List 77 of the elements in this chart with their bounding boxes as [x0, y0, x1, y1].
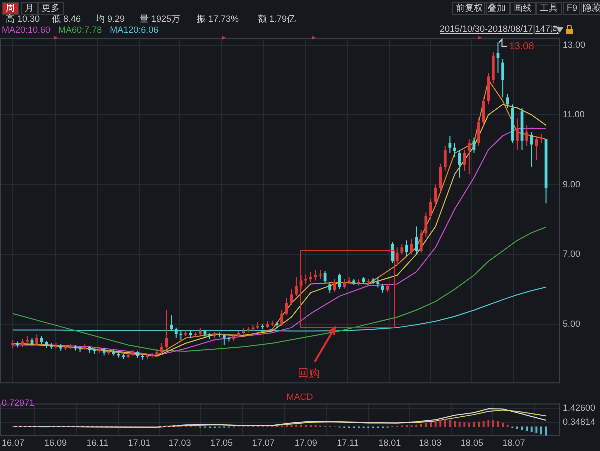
- annotation: 回购: [298, 368, 320, 380]
- candlestick: [482, 97, 486, 126]
- text: 额 1.79亿: [258, 14, 296, 25]
- x-tick-label: 17.09: [294, 438, 318, 448]
- candlestick: [406, 240, 408, 257]
- candlestick: [415, 226, 418, 256]
- x-tick-label: 18.05: [460, 438, 484, 448]
- candlestick: [222, 334, 226, 346]
- candlestick: [454, 142, 456, 158]
- candlestick: [391, 242, 394, 264]
- candlestick: [468, 139, 471, 175]
- text: MA120:6.06: [110, 25, 159, 35]
- y-tick-label: 1.42600: [563, 403, 596, 414]
- annotation: 0.72971: [2, 398, 35, 409]
- text: MA60:7.78: [58, 25, 102, 35]
- text: 均 9.29: [96, 14, 126, 25]
- candlestick: [420, 230, 423, 254]
- candlestick: [328, 282, 332, 294]
- candlestick: [530, 132, 534, 168]
- text: MA20:10.60: [2, 25, 51, 35]
- candlestick: [396, 247, 399, 266]
- y-tick-label: 5.00: [563, 318, 581, 329]
- x-tick-label: 17.01: [128, 438, 151, 448]
- candlestick: [400, 244, 404, 256]
- candlestick: [478, 118, 480, 147]
- text: 高 10.30: [6, 14, 40, 25]
- x-tick-label: 17.11: [337, 438, 359, 448]
- text: 工具: [536, 2, 562, 15]
- text: 振 17.73%: [197, 14, 240, 25]
- x-tick-label: 18.07: [502, 438, 526, 448]
- candlestick: [36, 334, 38, 346]
- x-tick-label: 17.03: [168, 438, 192, 448]
- y-tick-label: 9.00: [563, 179, 581, 190]
- candlestick: [343, 278, 346, 290]
- candlestick: [463, 149, 466, 172]
- chart-title: MACD: [286, 392, 314, 402]
- candlestick: [314, 270, 318, 282]
- candlestick: [526, 125, 528, 147]
- text: 叠加: [484, 2, 510, 15]
- candlestick: [424, 212, 428, 238]
- candlestick: [444, 146, 447, 172]
- candlestick: [502, 58, 504, 98]
- candlestick: [309, 272, 312, 283]
- x-tick-label: 18.03: [419, 438, 442, 448]
- text: 更多: [38, 2, 64, 15]
- candlestick: [170, 315, 174, 332]
- candlestick: [290, 288, 294, 306]
- x-tick-label: 17.07: [252, 438, 275, 448]
- candlestick: [160, 343, 164, 354]
- candlestick: [535, 136, 538, 161]
- x-tick-label: 18.01: [378, 438, 402, 448]
- y-tick-label: 0.34814: [563, 417, 596, 428]
- text: 月: [21, 2, 38, 15]
- x-tick-label: 16.09: [44, 438, 68, 448]
- text: 量 1925万: [140, 14, 181, 25]
- candlestick: [439, 163, 442, 192]
- candlestick: [280, 310, 284, 327]
- annotation: 13.08: [509, 41, 535, 52]
- candlestick: [333, 278, 336, 293]
- candlestick: [295, 276, 298, 297]
- candlestick: [285, 298, 288, 316]
- y-tick-label: 13.00: [563, 40, 586, 50]
- text: 低 8.46: [52, 14, 82, 25]
- x-tick-label: 16.07: [2, 438, 25, 448]
- candlestick: [304, 274, 308, 285]
- text: 周: [2, 2, 19, 15]
- text: 前复权: [452, 2, 487, 15]
- y-tick-label: 11.00: [563, 110, 585, 120]
- x-tick-label: 16.11: [86, 438, 109, 448]
- candlestick: [430, 198, 432, 220]
- x-tick-label: 17.05: [210, 438, 234, 448]
- candlestick: [516, 118, 519, 150]
- candlestick: [506, 94, 510, 109]
- text: 画线: [510, 2, 536, 15]
- text: F9: [563, 2, 582, 15]
- candlestick: [174, 327, 178, 339]
- y-tick-label: 7.00: [563, 249, 581, 260]
